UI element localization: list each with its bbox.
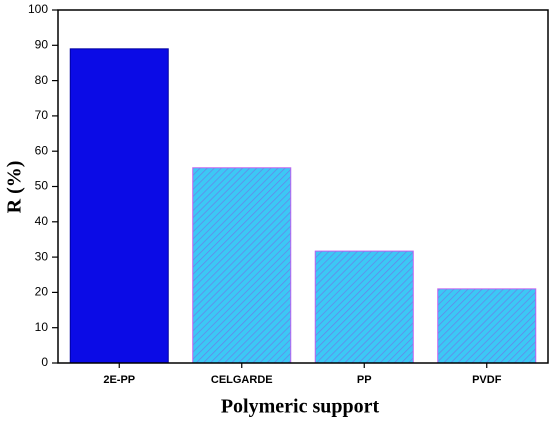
x-axis-title: Polymeric support [221,396,380,418]
y-tick-label: 20 [35,285,49,299]
x-tick-label: PP [357,374,372,386]
y-tick-label: 60 [35,143,49,157]
x-tick-label: CELGARDE [211,374,273,386]
y-tick-label: 30 [35,249,49,263]
y-tick-label: 50 [35,179,49,193]
bar [314,250,414,364]
bar [192,167,292,364]
y-tick-label: 10 [35,320,49,334]
y-tick-label: 80 [35,73,49,87]
y-tick-label: 40 [35,214,49,228]
y-axis-title: R (%) [4,161,26,214]
x-tick-label: 2E-PP [103,374,135,386]
y-tick-label: 90 [35,37,49,51]
x-tick-label: PVDF [472,374,502,386]
y-tick-label: 100 [28,2,48,16]
y-tick-label: 0 [41,355,48,369]
bar [437,288,537,364]
bar [69,48,169,364]
y-tick-label: 70 [35,108,49,122]
plot-frame [57,9,549,364]
